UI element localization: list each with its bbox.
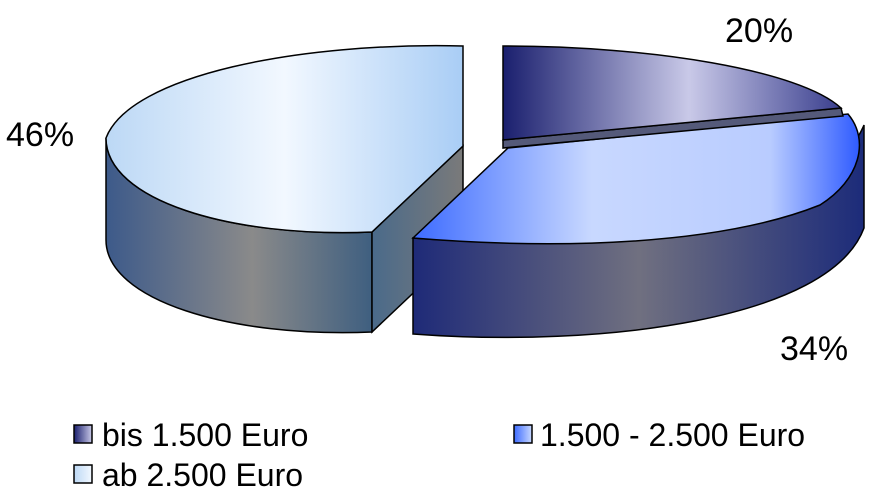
slice-bis-1500-top (502, 45, 843, 141)
slice-bis-1500 (502, 45, 844, 149)
data-label-bis-1500: 20% (725, 12, 793, 50)
legend-item-bis-1500: bis 1.500 Euro (73, 417, 308, 453)
slice-ab-2500 (105, 44, 464, 334)
legend-label-bis-1500: bis 1.500 Euro (102, 417, 308, 453)
slice-ab-2500-top (105, 44, 464, 234)
slice-1500-2500 (411, 113, 865, 339)
legend-item-ab-2500: ab 2.500 Euro (73, 457, 303, 492)
legend-swatch-1500-2500 (513, 424, 533, 444)
data-label-ab-2500: 46% (6, 116, 74, 154)
legend-item-1500-2500: 1.500 - 2.500 Euro (513, 417, 805, 453)
legend-swatch-ab-2500 (73, 464, 93, 484)
legend-label-1500-2500: 1.500 - 2.500 Euro (540, 417, 805, 453)
legend-swatch-bis-1500 (73, 424, 93, 444)
data-label-1500-2500: 34% (780, 330, 848, 368)
legend: bis 1.500 Euro 1.500 - 2.500 Euro ab 2.5… (73, 417, 805, 492)
legend-label-ab-2500: ab 2.500 Euro (102, 457, 303, 492)
